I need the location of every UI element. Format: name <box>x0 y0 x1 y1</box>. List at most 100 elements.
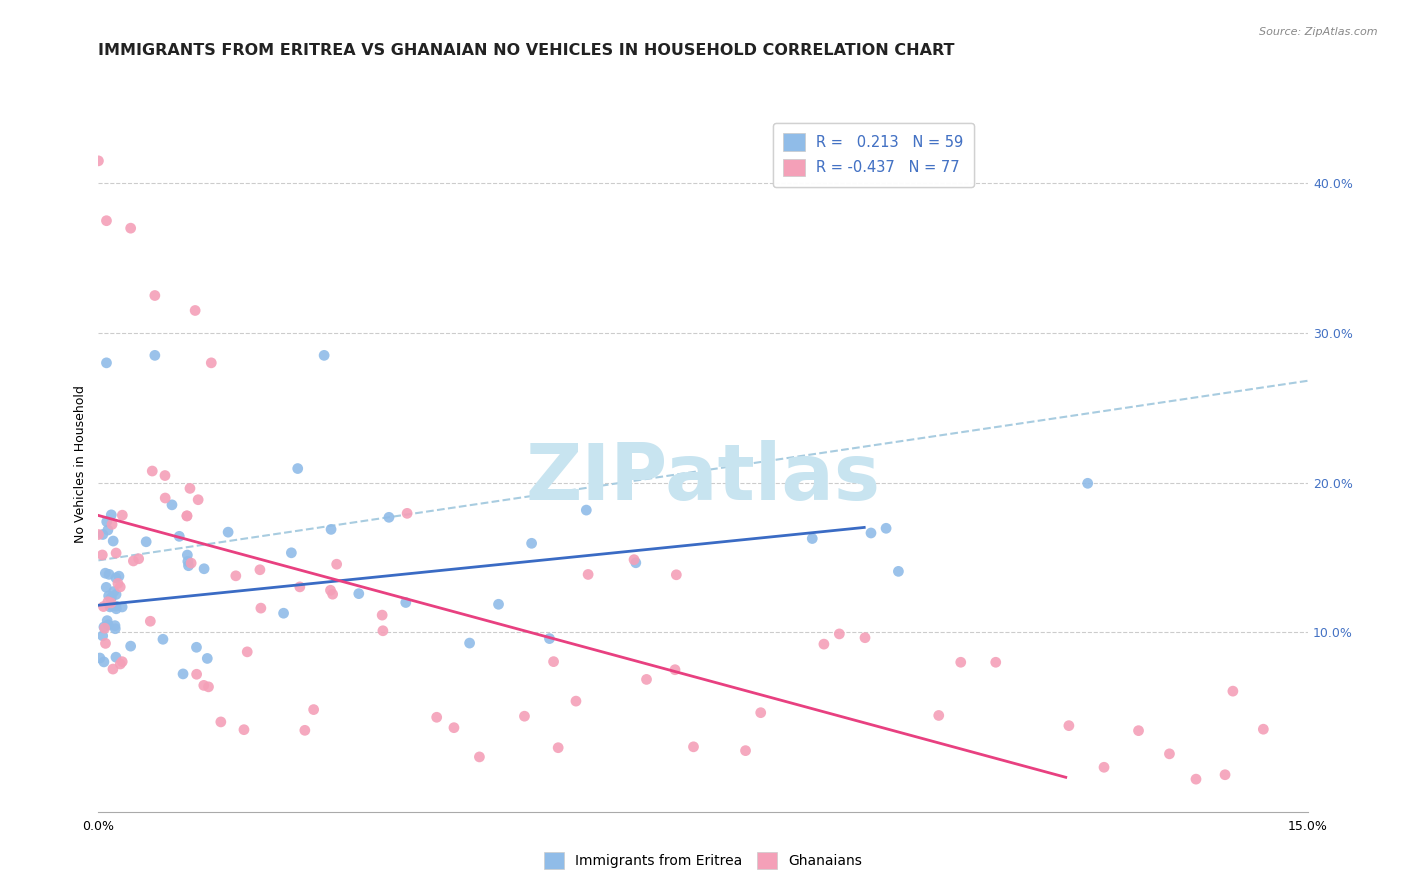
Point <box>302 702 325 716</box>
Point <box>217 525 239 540</box>
Point <box>96 356 118 370</box>
Point <box>96 213 118 227</box>
Point <box>200 356 222 370</box>
Point <box>169 529 191 543</box>
Point <box>93 655 115 669</box>
Point <box>347 587 370 601</box>
Point <box>89 651 111 665</box>
Point <box>193 678 215 692</box>
Point <box>184 303 207 318</box>
Point <box>193 562 215 576</box>
Point <box>488 597 510 611</box>
Point <box>1077 476 1099 491</box>
Point <box>319 583 342 598</box>
Point <box>104 622 127 636</box>
Point <box>105 587 128 601</box>
Point <box>153 468 176 483</box>
Point <box>111 655 134 669</box>
Point <box>108 569 131 583</box>
Point <box>179 482 201 496</box>
Point <box>458 636 481 650</box>
Point <box>103 584 125 599</box>
Point <box>682 739 704 754</box>
Point <box>93 599 115 614</box>
Point <box>122 554 145 568</box>
Point <box>105 546 128 560</box>
Point <box>636 673 658 687</box>
Point <box>96 580 118 594</box>
Point <box>104 618 127 632</box>
Point <box>371 608 394 623</box>
Point <box>110 657 132 671</box>
Point <box>853 631 876 645</box>
Point <box>665 567 688 582</box>
Point <box>875 521 897 535</box>
Point <box>1092 760 1115 774</box>
Point <box>624 556 647 570</box>
Point <box>180 556 202 570</box>
Point <box>250 601 273 615</box>
Point <box>949 655 972 669</box>
Point <box>280 546 302 560</box>
Point <box>322 587 344 601</box>
Point <box>513 709 536 723</box>
Point <box>1213 768 1236 782</box>
Point <box>111 508 134 523</box>
Point <box>288 580 311 594</box>
Point <box>177 558 200 573</box>
Point <box>319 522 342 536</box>
Point <box>94 636 117 650</box>
Point <box>143 348 166 362</box>
Point <box>93 621 115 635</box>
Point <box>104 599 127 614</box>
Point <box>176 548 198 562</box>
Point <box>813 637 835 651</box>
Point <box>87 153 110 168</box>
Point <box>664 663 686 677</box>
Point <box>396 507 419 521</box>
Text: ZIPatlas: ZIPatlas <box>526 440 880 516</box>
Point <box>565 694 588 708</box>
Point <box>186 667 208 681</box>
Point <box>141 464 163 478</box>
Point <box>94 566 117 581</box>
Point <box>209 714 232 729</box>
Point <box>186 640 208 655</box>
Point <box>468 750 491 764</box>
Point <box>520 536 543 550</box>
Point <box>103 534 125 549</box>
Text: IMMIGRANTS FROM ERITREA VS GHANAIAN NO VEHICLES IN HOUSEHOLD CORRELATION CHART: IMMIGRANTS FROM ERITREA VS GHANAIAN NO V… <box>98 43 955 58</box>
Point <box>104 650 127 665</box>
Point <box>1253 722 1275 736</box>
Point <box>91 629 114 643</box>
Point <box>314 348 336 362</box>
Point <box>543 655 565 669</box>
Point <box>887 565 910 579</box>
Point <box>100 508 122 522</box>
Point <box>97 617 120 632</box>
Point <box>538 632 561 646</box>
Point <box>928 708 950 723</box>
Point <box>1222 684 1244 698</box>
Point <box>87 527 110 541</box>
Point <box>143 288 166 302</box>
Point <box>101 517 124 532</box>
Point <box>187 492 209 507</box>
Point <box>105 601 128 615</box>
Point <box>294 723 316 738</box>
Point <box>1185 772 1208 786</box>
Point <box>176 508 198 523</box>
Point <box>325 558 347 572</box>
Point <box>176 509 198 524</box>
Point <box>371 624 394 638</box>
Point <box>104 571 127 585</box>
Point <box>547 740 569 755</box>
Point <box>273 606 295 620</box>
Legend: R =   0.213   N = 59, R = -0.437   N = 77: R = 0.213 N = 59, R = -0.437 N = 77 <box>773 123 974 186</box>
Point <box>443 721 465 735</box>
Point <box>177 554 200 568</box>
Point <box>107 576 129 591</box>
Point <box>575 503 598 517</box>
Point <box>101 662 124 676</box>
Point <box>93 620 115 634</box>
